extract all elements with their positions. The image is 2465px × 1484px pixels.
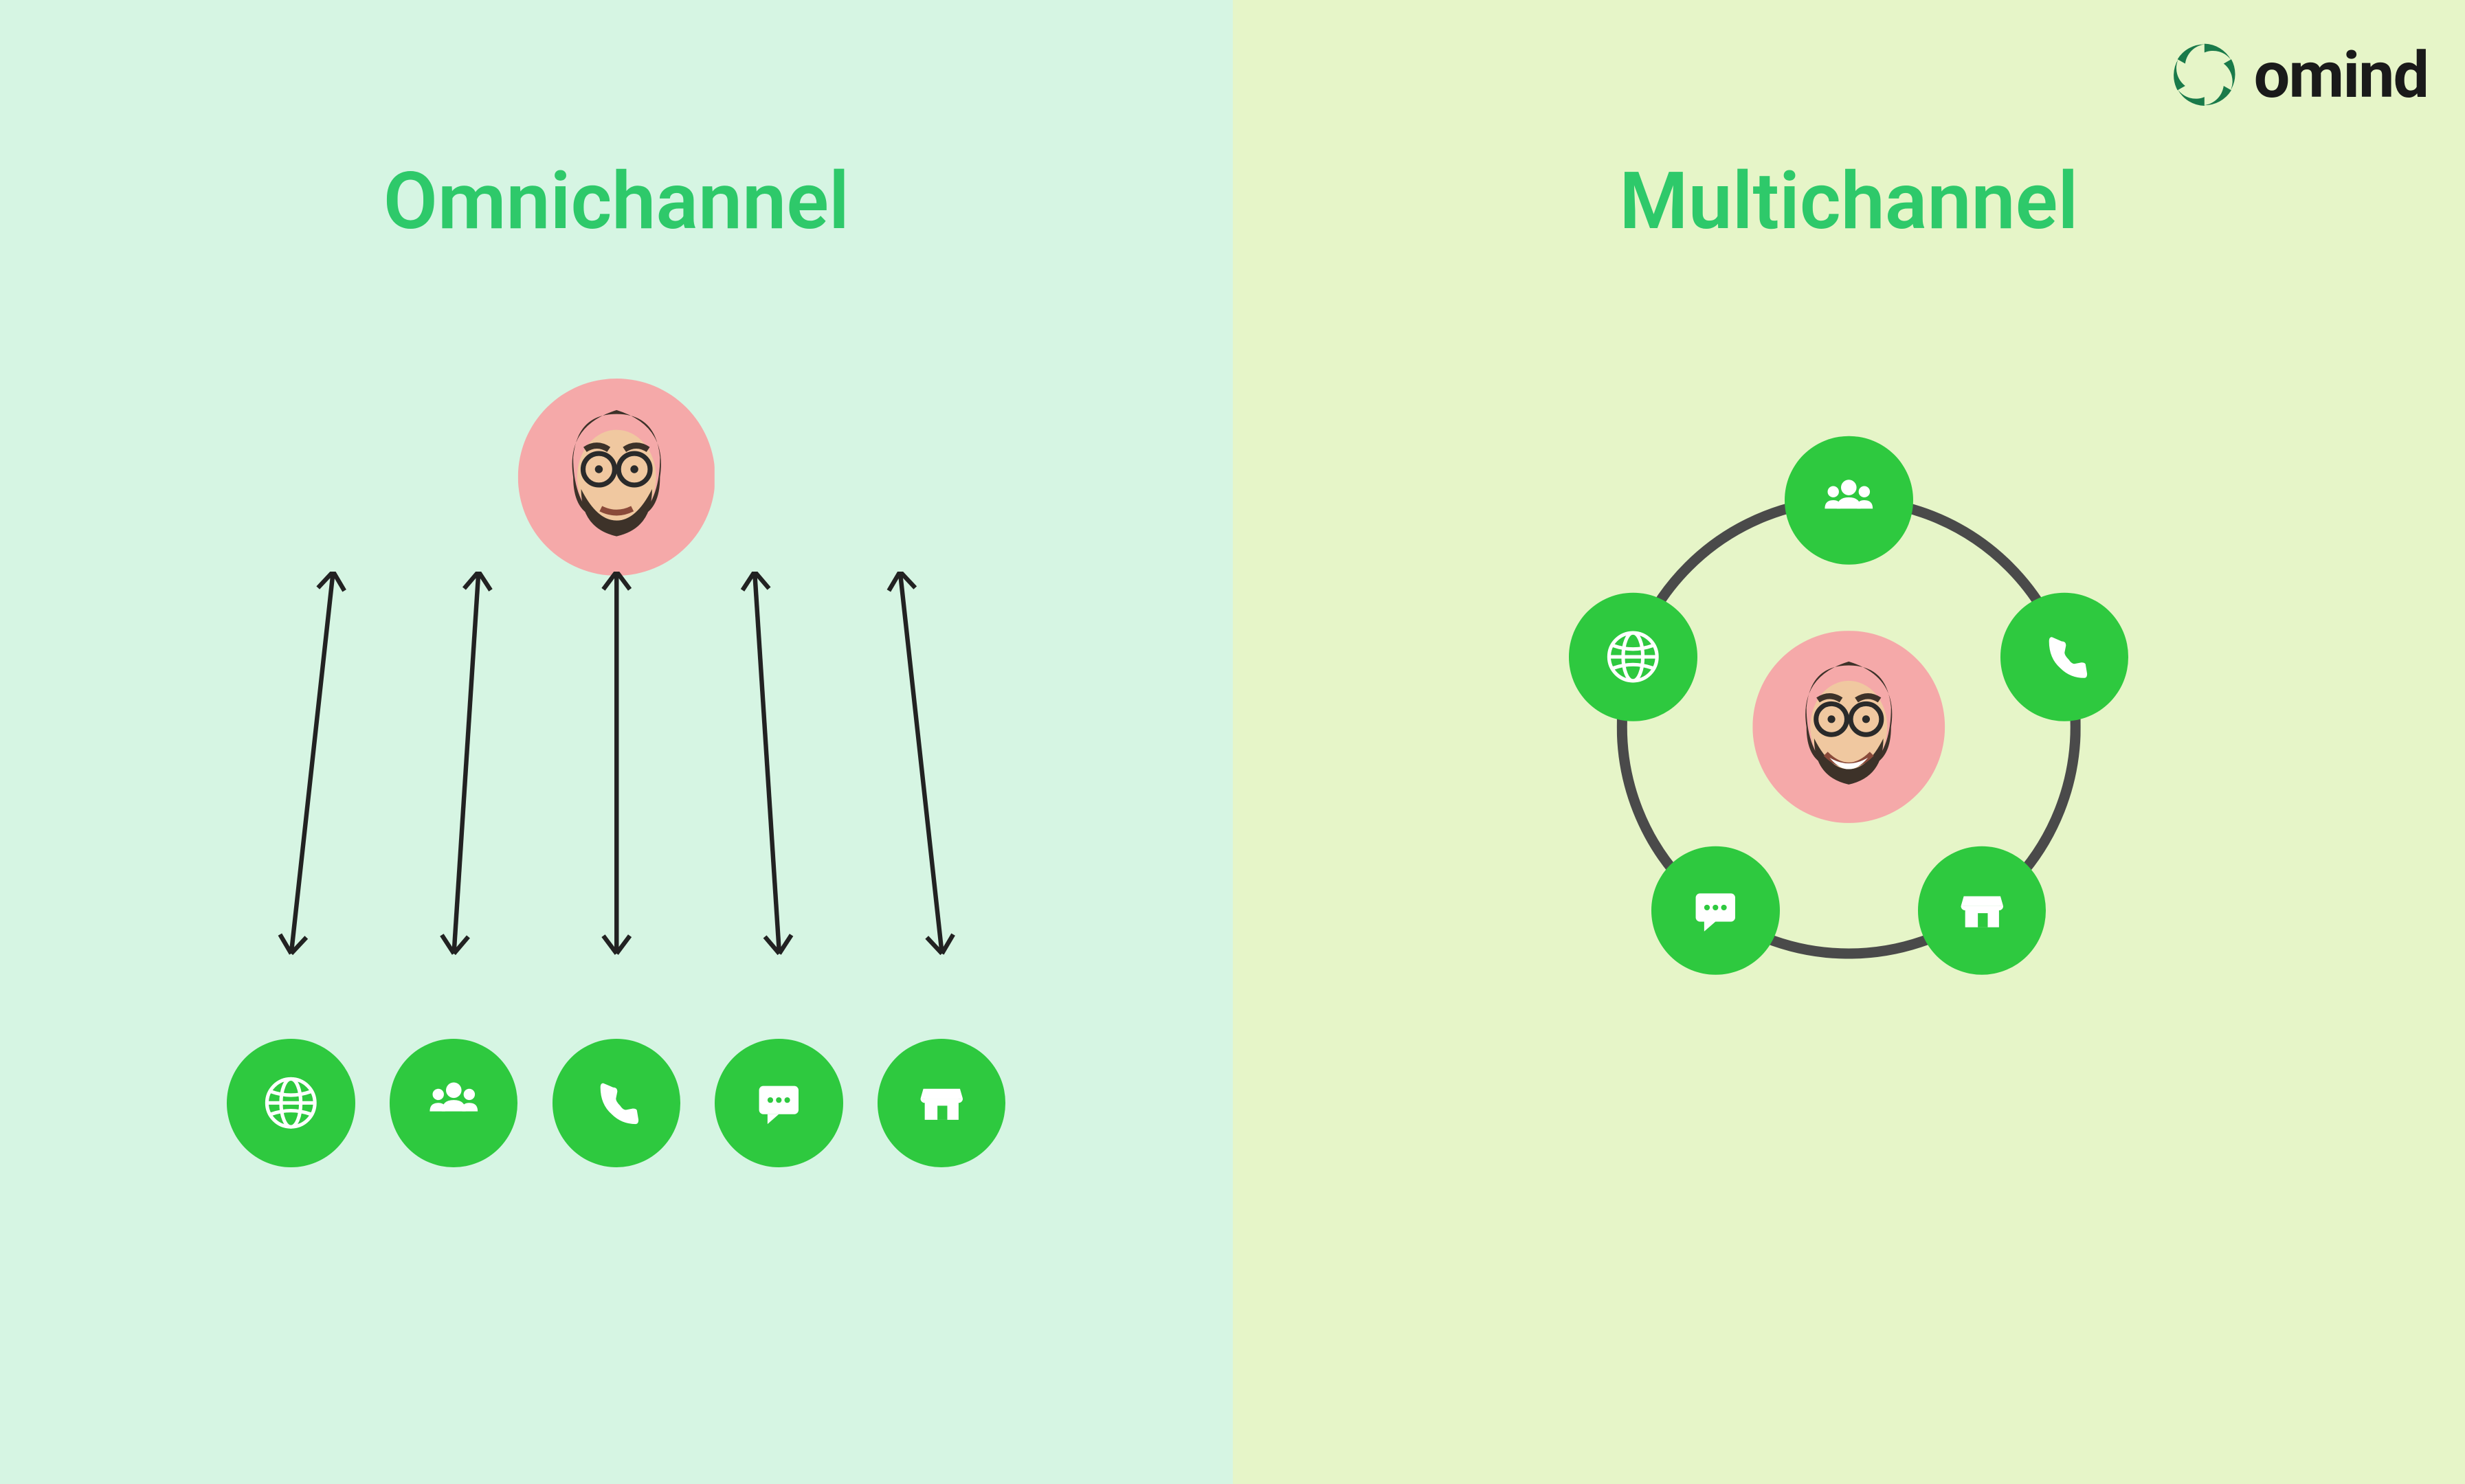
customer-avatar: [1752, 631, 1945, 824]
people-channel-icon: [390, 1039, 518, 1167]
people-channel-icon: [1785, 436, 1913, 565]
phone-channel-icon: [552, 1039, 680, 1167]
store-channel-icon: [878, 1039, 1006, 1167]
omnichannel-arrows: [123, 572, 1109, 1064]
omnichannel-diagram: [0, 0, 1233, 1484]
chat-channel-icon: [715, 1039, 843, 1167]
globe-channel-icon: [1569, 593, 1697, 721]
chat-channel-icon: [1651, 846, 1780, 975]
phone-channel-icon: [2000, 593, 2129, 721]
globe-channel-icon: [227, 1039, 355, 1167]
multichannel-panel: omind Multichannel: [1233, 0, 2465, 1484]
store-channel-icon: [1918, 846, 2046, 975]
omnichannel-panel: Omnichannel: [0, 0, 1233, 1484]
multichannel-diagram: [1233, 0, 2465, 1484]
customer-avatar: [517, 379, 715, 576]
